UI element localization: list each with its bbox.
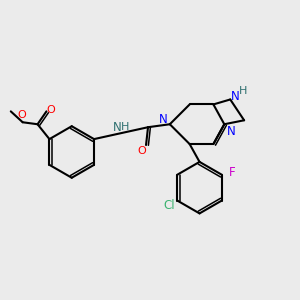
Text: O: O (138, 146, 146, 156)
Text: N: N (227, 125, 236, 138)
Text: H: H (239, 85, 247, 96)
Text: O: O (46, 105, 55, 116)
Text: H: H (121, 122, 129, 132)
Text: O: O (17, 110, 26, 120)
Text: Cl: Cl (164, 199, 175, 212)
Text: N: N (158, 113, 167, 126)
Text: N: N (113, 121, 122, 134)
Text: F: F (228, 166, 235, 179)
Text: N: N (231, 90, 240, 103)
